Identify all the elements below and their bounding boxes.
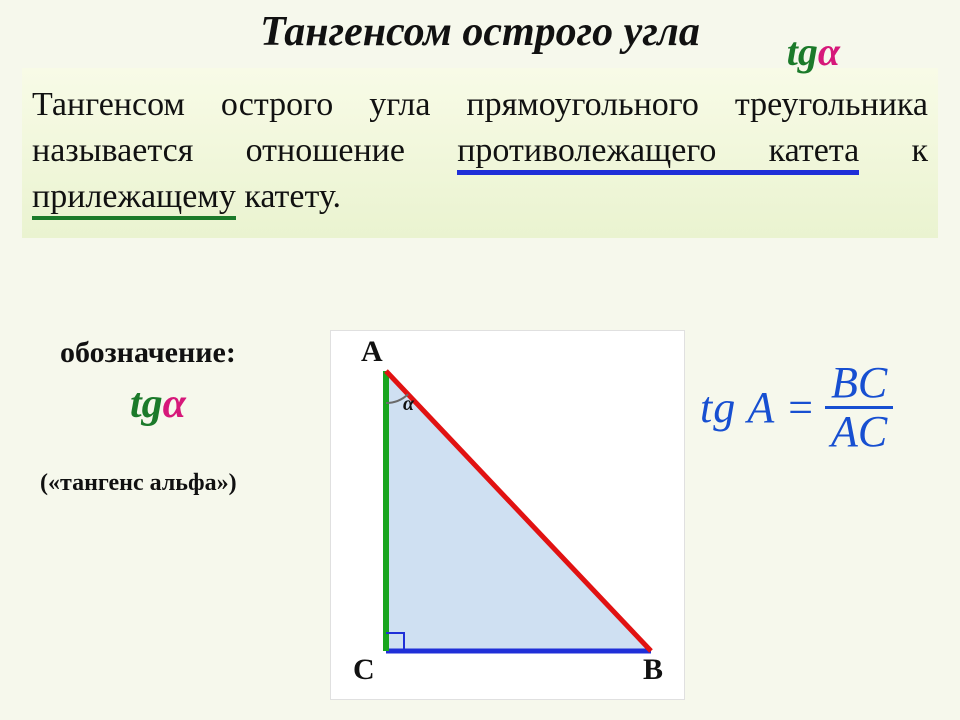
angle-alpha-label: α [403, 393, 414, 416]
notation-label: обозначение: [60, 336, 236, 370]
denominator: AC [825, 409, 893, 455]
fraction: BC AC [825, 360, 893, 455]
vertex-a-label: A [361, 335, 383, 369]
vertex-c-label: C [353, 653, 375, 687]
triangle-svg [331, 331, 686, 701]
def-underline-opposite: противолежащего катета [457, 132, 859, 175]
pronunciation: («тангенс альфа») [40, 470, 237, 497]
definition-box: Тангенсом острого угла прямоугольного тр… [22, 68, 938, 238]
lower-region: обозначение: tgα («тангенс альфа») A C B… [0, 330, 960, 720]
notation-symbol: tgα [130, 380, 186, 428]
title-tg-alpha: tgα [787, 28, 840, 75]
alpha-text: α [818, 29, 840, 74]
formula: tg A = BC AC [700, 360, 893, 455]
equals-sign: = [785, 382, 815, 433]
vertex-b-label: B [643, 653, 663, 687]
numerator: BC [825, 360, 893, 409]
notation-tg: tg [130, 381, 163, 427]
def-mid: к [859, 132, 928, 169]
notation-alpha: α [163, 381, 186, 427]
def-post: катету. [236, 178, 341, 215]
formula-lhs: tg A [700, 382, 775, 433]
def-underline-adjacent: прилежащему [32, 178, 236, 220]
tg-text: tg [787, 29, 818, 74]
triangle-figure: A C B α [330, 330, 685, 700]
